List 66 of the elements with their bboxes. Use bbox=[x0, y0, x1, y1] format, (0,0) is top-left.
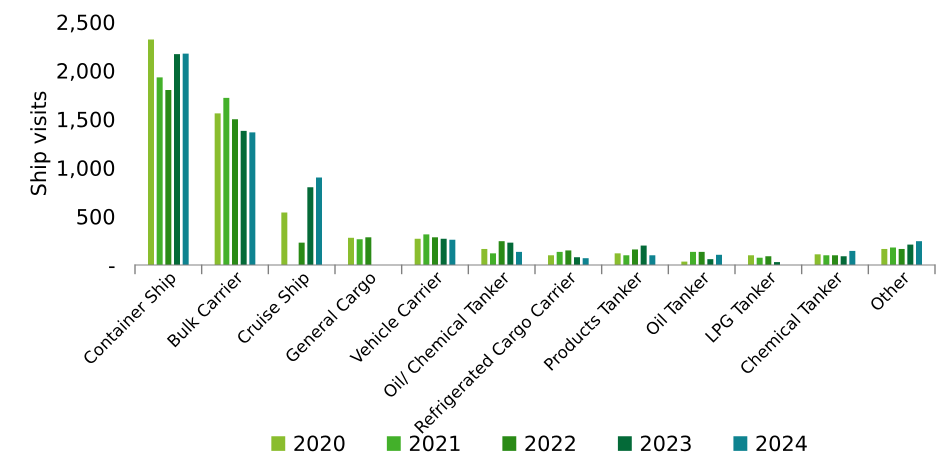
bar bbox=[640, 246, 647, 265]
bar bbox=[423, 234, 430, 265]
bar bbox=[840, 256, 847, 265]
bar bbox=[240, 130, 247, 265]
bar bbox=[907, 244, 914, 265]
legend-label: 2023 bbox=[640, 435, 691, 452]
bar bbox=[548, 255, 554, 265]
y-axis-title: Ship visits bbox=[30, 92, 50, 196]
bar bbox=[849, 250, 856, 265]
bar bbox=[440, 238, 447, 265]
y-tick-label: 1,500 bbox=[58, 112, 114, 130]
bar bbox=[707, 259, 714, 265]
bar bbox=[516, 252, 522, 265]
bar bbox=[507, 242, 514, 265]
y-tick-label: 2,500 bbox=[57, 14, 114, 32]
bar bbox=[574, 257, 580, 265]
bar bbox=[716, 254, 722, 265]
bar bbox=[490, 253, 496, 265]
bar bbox=[249, 132, 256, 265]
bar bbox=[756, 258, 763, 265]
bar bbox=[148, 39, 154, 265]
bar bbox=[356, 239, 363, 265]
bar bbox=[432, 237, 438, 265]
bar bbox=[174, 54, 180, 265]
bar bbox=[449, 240, 456, 265]
y-tick-label: 1,000 bbox=[58, 160, 114, 178]
bar bbox=[898, 248, 905, 265]
bar bbox=[814, 254, 821, 265]
bar bbox=[481, 248, 488, 265]
y-tick-label: 2,000 bbox=[57, 63, 114, 81]
y-tick-label: - bbox=[109, 266, 115, 268]
bar bbox=[832, 255, 838, 265]
bar bbox=[307, 187, 314, 265]
bar bbox=[182, 54, 189, 265]
bar bbox=[348, 238, 354, 265]
bar bbox=[765, 256, 772, 265]
bar bbox=[414, 238, 421, 265]
bar bbox=[214, 113, 221, 265]
legend-label: 2021 bbox=[410, 435, 460, 452]
bar bbox=[565, 250, 572, 265]
bar bbox=[281, 212, 288, 265]
bar bbox=[498, 241, 505, 265]
bar bbox=[881, 248, 888, 265]
bar bbox=[316, 178, 322, 265]
bar bbox=[156, 77, 163, 265]
bar bbox=[690, 252, 696, 265]
bar bbox=[556, 252, 563, 265]
bar bbox=[298, 242, 305, 265]
bar bbox=[223, 98, 230, 265]
legend-label: 2022 bbox=[525, 435, 575, 452]
bar bbox=[614, 253, 621, 265]
bar bbox=[698, 252, 705, 265]
bar bbox=[365, 237, 372, 265]
bar bbox=[649, 255, 656, 265]
bar bbox=[890, 248, 896, 265]
bar bbox=[582, 258, 589, 265]
bar bbox=[623, 255, 630, 265]
bar bbox=[748, 255, 754, 265]
bar bbox=[232, 119, 238, 265]
bar bbox=[916, 241, 922, 265]
legend-label: 2024 bbox=[756, 435, 807, 452]
bar bbox=[165, 90, 172, 265]
y-tick-label: 500 bbox=[77, 208, 114, 225]
bar bbox=[823, 255, 830, 265]
legend-label: 2020 bbox=[294, 435, 344, 452]
bar bbox=[632, 249, 638, 265]
